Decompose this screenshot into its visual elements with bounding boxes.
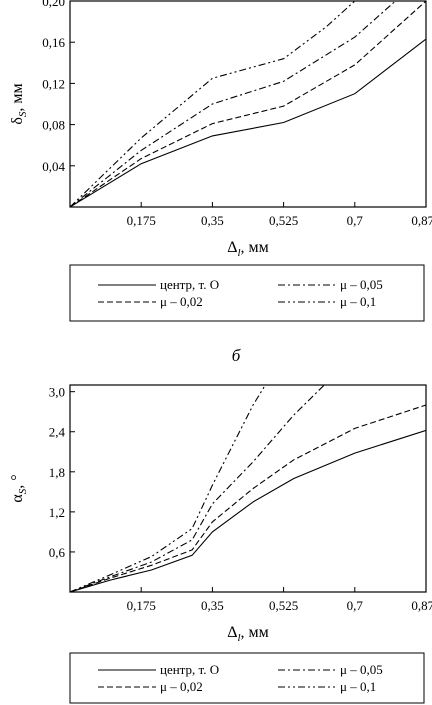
chart-top: 0,175 0,35 0,525 0,7 0,875 0,04 0,08 0,12 0,16 0,… [9, 0, 432, 322]
series-line [70, 385, 325, 592]
x-tick-label: 0,7 [347, 598, 364, 613]
legend-label: μ – 0,1 [340, 294, 376, 309]
x-axis-label: Δl, мм [227, 624, 269, 644]
x-tick-label: 0,35 [201, 598, 224, 613]
x-tick-label: 0,35 [201, 213, 224, 228]
legend-label: μ – 0,05 [340, 277, 383, 292]
series-line [70, 1, 356, 207]
legend-label: центр, т. O [160, 277, 219, 292]
y-tick-label: 1,8 [49, 465, 65, 480]
x-tick-label: 0,175 [127, 598, 156, 613]
x-tick-label: 0,525 [269, 213, 298, 228]
x-tick-label: 0,7 [347, 213, 364, 228]
y-tick-label: 0,20 [42, 0, 65, 9]
legend-label: μ – 0,02 [160, 679, 203, 694]
series-group [70, 385, 426, 592]
series-line [70, 429, 426, 592]
y-axis-label: αS, ° [9, 474, 29, 502]
y-tick-label: 0,04 [42, 159, 65, 174]
y-tick-label: 3,0 [49, 385, 65, 400]
series-line [70, 38, 426, 207]
legend-box [69, 652, 425, 704]
series-line [70, 1, 396, 207]
series-group [70, 1, 426, 207]
x-tick-label: 0,875 [411, 598, 432, 613]
y-tick-label: 1,2 [49, 505, 65, 520]
y-tick-label: 0,6 [49, 545, 66, 560]
y-tick-label: 2,4 [49, 425, 66, 440]
y-tick-label: 0,08 [42, 118, 65, 133]
legend: центр, т. O μ – 0,05 μ – 0,02 μ – 0,1 [69, 652, 425, 704]
chart-bottom: 0,175 0,35 0,525 0,7 0,875 0,6 1,2 1,8 2,4 3,0 Δl,… [9, 384, 432, 704]
y-tick-label: 0,12 [42, 76, 65, 91]
legend-label: центр, т. O [160, 662, 219, 677]
x-tick-label: 0,875 [411, 213, 432, 228]
series-line [70, 1, 426, 207]
series-line [70, 385, 266, 592]
y-tick-label: 0,16 [42, 35, 65, 50]
plot-frame [69, 384, 427, 593]
legend-label: μ – 0,02 [160, 294, 203, 309]
x-axis-label: Δl, мм [227, 239, 269, 259]
legend-box [69, 264, 425, 322]
plot-frame [69, 0, 427, 208]
legend: центр, т. O μ – 0,05 μ – 0,02 μ – 0,1 [69, 264, 425, 322]
legend-label: μ – 0,1 [340, 679, 376, 694]
legend-label: μ – 0,05 [340, 662, 383, 677]
x-tick-label: 0,175 [127, 213, 156, 228]
subfigure-label: б [232, 346, 241, 365]
series-line [70, 404, 426, 592]
y-axis-label: δS, мм [9, 83, 29, 124]
x-tick-label: 0,525 [269, 598, 298, 613]
